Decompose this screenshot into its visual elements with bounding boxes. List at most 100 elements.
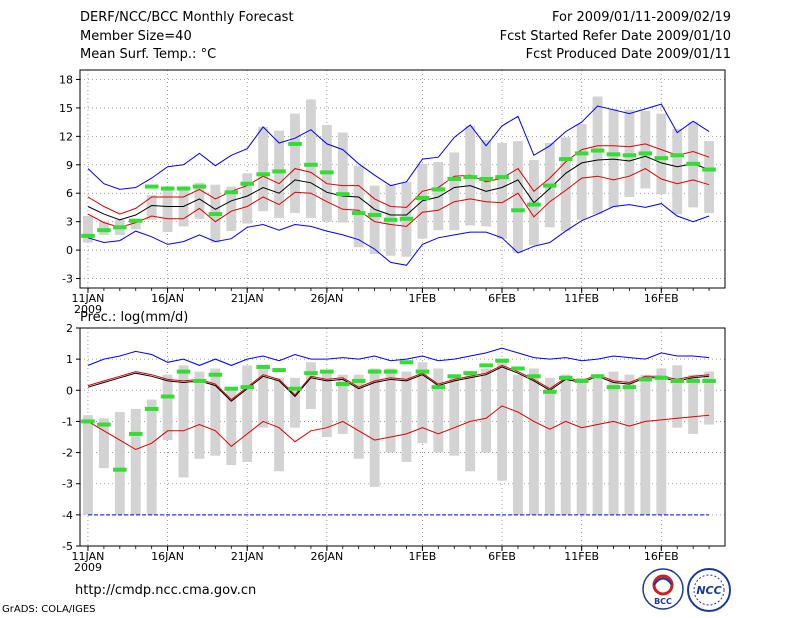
variable-label: Mean Surf. Temp.: °C (80, 47, 217, 62)
x-tick-label: 11FEB (564, 292, 599, 305)
ensemble-box (704, 371, 715, 425)
observed-marker (208, 212, 223, 217)
observed-marker (463, 371, 477, 376)
ensemble-box (130, 408, 141, 515)
x-tick-label: 11JAN (72, 550, 105, 563)
observed-marker (256, 172, 270, 177)
ensemble-box (528, 368, 539, 515)
y-tick-label: -2 (62, 447, 73, 460)
observed-marker (192, 378, 207, 383)
observed-marker (558, 157, 573, 162)
series-upper-line (87, 143, 710, 215)
observed-marker (463, 175, 477, 180)
observed-marker (351, 378, 366, 383)
observed-marker (383, 369, 398, 374)
observed-marker (224, 190, 239, 195)
series-min-line (87, 203, 710, 266)
observed-marker (367, 369, 382, 374)
observed-marker (654, 375, 669, 380)
ensemble-box (608, 371, 619, 515)
ensemble-box (337, 132, 348, 223)
ensemble-box (497, 362, 507, 481)
observed-marker (272, 169, 286, 174)
y-tick-label: -3 (62, 273, 73, 286)
observed-marker (81, 233, 95, 238)
ensemble-box (401, 371, 412, 462)
observed-marker (128, 218, 143, 223)
ensemble-box (481, 140, 492, 227)
ensemble-box (592, 96, 603, 215)
observed-marker (320, 369, 334, 374)
observed-marker (113, 225, 127, 230)
ensemble-box (672, 365, 683, 428)
observed-marker (192, 184, 207, 189)
ensemble-box (656, 113, 667, 195)
ensemble-box (258, 126, 269, 212)
x-tick-label: 26JAN (310, 292, 343, 305)
ensemble-box (497, 142, 507, 239)
observed-marker (670, 378, 684, 383)
ensemble-box (560, 374, 571, 515)
series-lower-line (87, 405, 710, 451)
forecast-started: Fcst Started Refer Date 2009/01/10 (499, 29, 731, 44)
observed-marker (113, 467, 127, 472)
ensemble-box (576, 377, 587, 515)
observed-marker (590, 374, 605, 379)
y-tick-label: 6 (66, 187, 73, 200)
observed-marker (686, 161, 700, 166)
observed-marker (81, 419, 95, 424)
observed-marker (97, 228, 111, 233)
y-tick-label: -1 (62, 415, 73, 428)
observed-marker (320, 170, 334, 175)
x-tick-label: 6FEB (488, 550, 516, 563)
observed-marker (590, 148, 605, 153)
observed-marker (574, 378, 589, 383)
ensemble-box (688, 374, 699, 434)
observed-marker (383, 217, 398, 222)
ensemble-box (130, 219, 141, 230)
observed-marker (97, 422, 111, 427)
observed-marker (240, 385, 254, 390)
observed-marker (622, 153, 637, 158)
plot-frame (79, 327, 726, 547)
observed-marker (176, 186, 191, 191)
ensemble-box (305, 362, 316, 409)
forecast-produced: Fcst Produced Date 2009/01/11 (525, 47, 731, 62)
ensemble-box (369, 368, 380, 487)
observed-marker (336, 192, 350, 197)
y-tick-label: 12 (59, 130, 73, 143)
observed-marker (606, 152, 621, 157)
ensemble-box (672, 128, 683, 215)
ensemble-box (513, 141, 523, 253)
ensemble-box (640, 110, 651, 189)
observed-marker (702, 167, 716, 172)
x-tick-label: 1FEB (408, 292, 436, 305)
observed-marker (224, 386, 239, 391)
ensemble-box (258, 365, 269, 428)
y-tick-label: 1 (66, 353, 73, 366)
ensemble-box (210, 368, 221, 456)
x-tick-label: 26JAN (310, 550, 343, 563)
observed-marker (399, 360, 414, 365)
ensemble-box (114, 412, 125, 515)
observed-marker (415, 369, 430, 374)
ensemble-box (385, 368, 396, 453)
ncc-logo-text: NCC (696, 584, 721, 597)
series-lower-line (87, 168, 710, 228)
observed-marker (431, 385, 446, 390)
observed-marker (256, 364, 270, 369)
ensemble-box (178, 365, 189, 478)
bcc-logo: BCC (642, 568, 684, 610)
ensemble-box (576, 124, 587, 220)
ensemble-box (433, 161, 444, 231)
observed-marker (288, 386, 302, 391)
ensemble-box (369, 185, 380, 254)
observed-marker (654, 156, 669, 161)
website-url[interactable]: http://cmdp.ncc.cma.gov.cn (75, 583, 257, 598)
y-tick-label: -5 (62, 540, 73, 553)
observed-marker (128, 431, 143, 436)
x-tick-label: 21JAN (231, 292, 264, 305)
ensemble-box (226, 186, 237, 232)
